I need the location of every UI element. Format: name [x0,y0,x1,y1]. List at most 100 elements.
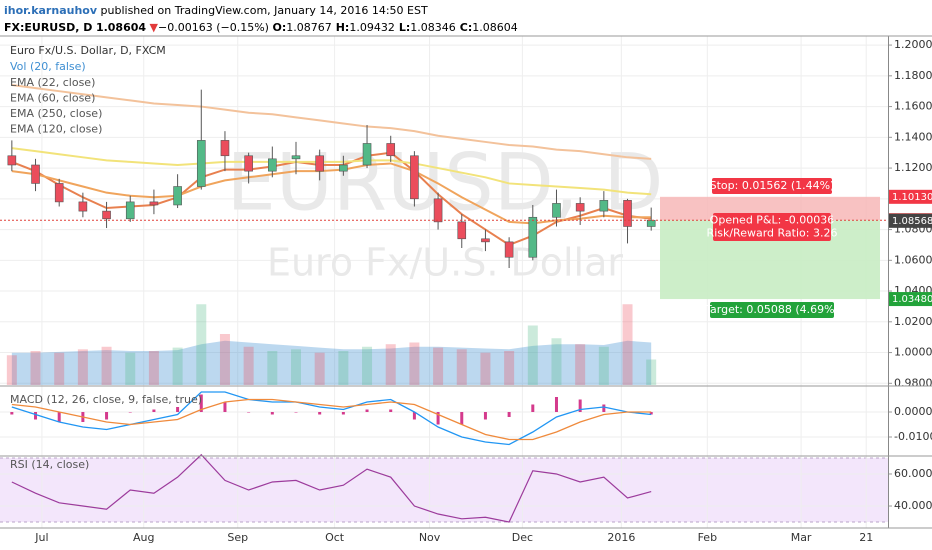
x-tick-label: Mar [791,531,812,544]
macd-hist [128,412,132,413]
volume-bar [409,342,420,385]
candle-body [575,203,585,212]
candle-body [268,158,277,172]
macd-hist [57,412,61,422]
candle-body [552,203,561,218]
y-tick-label: 1.14000 [894,130,932,143]
candle-body [7,155,17,166]
macd-hist [578,399,582,412]
watermark: EURUSD, D [227,138,664,228]
y-tick-label: 60.0000 [894,467,932,480]
volume-ma [11,340,652,385]
x-tick-label: Nov [419,531,441,544]
volume-bar [54,352,65,385]
volume-bar [338,351,349,385]
macd-hist [483,412,487,420]
volume-bar [385,344,396,385]
ohlc-value: 1.09432 [349,21,395,34]
macd-line [11,391,652,446]
macd-hist [199,394,203,412]
publish-line: ihor.karnauhov published on TradingView.… [4,2,904,19]
x-tick-label: Aug [133,531,154,544]
volume-bar [219,334,230,385]
x-tick-label: Feb [698,531,717,544]
volume-bar [646,359,657,385]
volume-bar [456,349,467,385]
x-tick-label: 21 [859,531,873,544]
legend-entry: EMA (22, close) [10,76,95,89]
pane-title: RSI (14, close) [10,458,89,471]
rsi-band [0,457,888,523]
y-tick-label: 1.18000 [894,69,932,82]
author[interactable]: ihor.karnauhov [4,4,98,17]
tool-label: Risk/Reward Ratio: 3.26 [707,227,838,240]
macd-hist [223,402,227,412]
ema-line [11,151,652,247]
candle-body [173,186,182,206]
header: ihor.karnauhov published on TradingView.… [4,2,904,36]
ema-line [11,84,652,160]
tool-label: Opened P&L: -0.00036 [710,214,835,227]
volume-bar [125,352,136,385]
volume-bar [527,325,538,385]
ohlc: O:1.08767 H:1.09432 L:1.08346 C:1.08604 [272,21,521,34]
candle-body [102,210,111,220]
macd-hist [105,412,109,420]
volume-bar [267,351,278,385]
x-tick-label: Oct [325,531,345,544]
ema-line [11,162,652,225]
macd-hist [602,404,606,412]
volume-bar [575,344,586,385]
label-box [713,213,831,241]
candle-body [149,201,159,206]
candle-body [599,200,609,212]
x-tick-label: Jul [34,531,48,544]
volume-bar [30,351,41,385]
macd-hist [507,412,511,417]
macd-hist [341,412,345,415]
price-tag-label: 1.03480 [892,294,932,305]
volume-bar [480,352,491,385]
volume-bar [362,346,373,385]
macd-hist [34,412,38,420]
ohlc-key: C: [459,21,473,34]
label-box [712,178,832,194]
signal-line [11,398,652,441]
candle-body [433,198,443,223]
legend-title: Euro Fx/U.S. Dollar, D, FXCM [10,44,166,57]
candle-body [291,155,301,160]
ema-line [11,147,652,196]
macd-hist [152,409,156,412]
volume-bar [196,304,207,385]
volume-bar [504,351,515,385]
y-tick-label: 1.02000 [894,315,932,328]
label-box [710,302,834,318]
rsi-line [11,453,652,523]
macd-hist [436,412,440,425]
legend-entry: EMA (120, close) [10,123,102,136]
volume-bar [172,347,183,385]
y-tick-label: 1.12000 [894,161,932,174]
candle-body [481,238,490,243]
ohlc-key: O: [272,21,287,34]
x-tick-label: Dec [512,531,533,544]
macd-hist [531,404,535,412]
tool-label: Target: 0.05088 (4.69%) [704,303,839,316]
candle-body [528,216,538,258]
ohlc-key: L: [398,21,411,34]
price-tag-label: 1.08568 [892,216,932,227]
last: 1.08604 [95,21,147,34]
macd-hist [460,412,464,425]
y-tick-label: 1.20000 [894,38,932,51]
symbol: FX:EURUSD, D [4,21,93,34]
candle-body [339,164,348,172]
candle-body [78,201,88,212]
candle-body [196,140,206,187]
macd-hist [389,409,393,412]
volume-bar [622,304,633,385]
published: published on TradingView.com, January 14… [100,4,428,17]
volume-bar [148,351,159,385]
candle-body [362,143,372,166]
